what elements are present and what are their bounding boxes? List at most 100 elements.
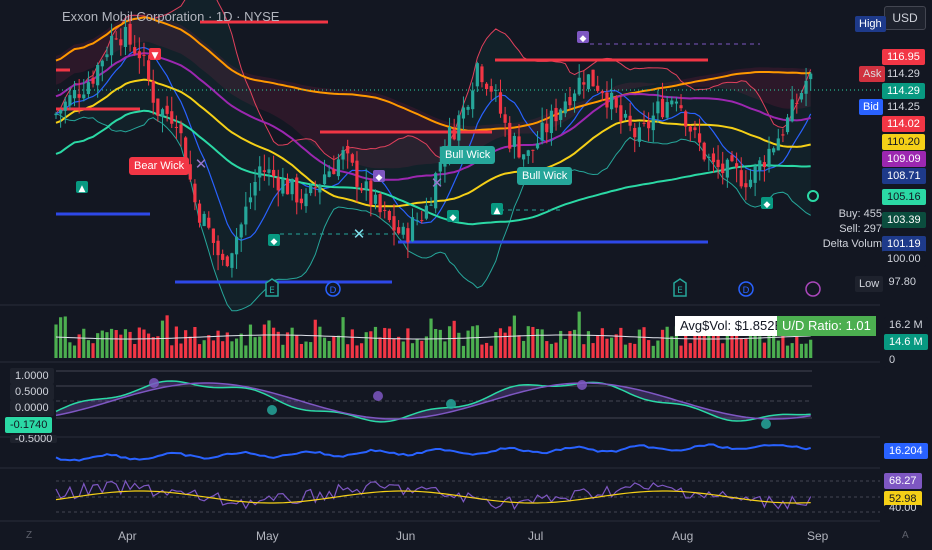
candle-body-147 [735,163,739,168]
volume-bar-91 [475,325,479,358]
volume-bar-106 [545,341,549,358]
candle-body-25 [170,111,174,124]
volume-bar-112 [572,329,577,358]
candle-body-162 [804,80,808,94]
volume-bar-47 [272,327,276,358]
volume-bar-158 [785,345,790,358]
volume-bar-45 [262,324,266,358]
volume-bar-143 [716,330,720,358]
support-trend-line [55,109,811,226]
candle-body-135 [679,105,683,109]
volume-bar-68 [369,331,373,358]
cross-marker-3: ✕ [431,174,444,192]
buy-marker-2: ▲ [494,206,501,216]
candle-body-82 [434,173,438,209]
volume-bar-46 [267,320,271,358]
rsi-line [55,479,812,511]
osc-signal-line [55,382,811,420]
candle-body-33 [207,217,211,228]
volume-bar-57 [318,326,322,358]
candle-body-17 [133,47,137,54]
volume-bar-16 [128,331,132,358]
ema-purple-line [55,52,811,181]
candle-body-131 [660,98,665,118]
price-axis-label-5: 110.20 [882,134,925,150]
bull-wick-label-2: Bull Wick [517,167,573,185]
candle-body-139 [697,133,702,143]
earnings-event-1-shape [265,278,279,297]
split-event-shape [805,281,821,297]
candle-body-120 [610,92,614,110]
candle-body-91 [475,63,479,87]
candle-body-52 [295,177,299,203]
volume-bar-109 [559,330,563,358]
volume-bar-4 [72,345,77,358]
candle-body-132 [665,102,669,118]
volume-bar-133 [670,336,674,358]
candle-body-14 [119,39,123,46]
candle-body-32 [202,213,206,227]
chart-title: Exxon Mobil Corporation · 1D · NYSE [62,9,280,24]
volume-bar-141 [707,330,711,358]
volume-bar-35 [216,330,220,358]
rsi-signal-value: 52.98 [884,491,922,507]
candle-body-0 [54,113,58,116]
volume-bar-89 [466,330,470,358]
volume-bar-25 [170,345,174,358]
signal-marker-1-bg [268,234,280,246]
candle-body-67 [364,181,368,190]
osc-current-value: -0.1740 [5,417,53,433]
volume-bar-162 [804,343,808,358]
auto-scale-icon[interactable]: A [902,530,909,541]
candle-body-72 [387,211,391,221]
candle-body-159 [790,99,794,122]
candle-body-130 [656,101,660,114]
candle-body-98 [508,122,512,149]
candle-body-149 [744,183,748,188]
candle-body-35 [216,240,220,256]
volume-bar-100 [517,335,521,358]
candle-body-113 [577,77,581,95]
volume-bar-82 [434,328,438,358]
candle-body-10 [100,60,104,67]
zoom-icon[interactable]: Z [26,530,33,541]
candle-body-116 [591,69,595,87]
volume-bar-23 [160,320,165,358]
candle-body-142 [711,153,716,163]
signal-marker-4: ◆ [376,173,383,183]
volume-bar-60 [332,336,336,358]
volume-axis-current: 14.6 M [884,334,928,350]
signal-marker-3: ◆ [764,200,771,210]
candle-body-126 [637,127,641,142]
volume-bar-136 [684,327,688,358]
candle-body-22 [156,98,160,116]
volume-bar-43 [253,337,257,358]
candle-body-108 [554,107,558,122]
candle-body-151 [753,165,757,183]
volume-bar-38 [230,341,234,358]
volume-bar-123 [623,344,628,358]
candle-body-105 [540,122,544,141]
volume-bar-153 [762,342,766,358]
sell-marker-1-bg [149,48,161,60]
volume-bar-0 [54,324,58,358]
candle-body-64 [350,154,354,163]
candle-body-4 [72,90,77,99]
bear-wick-label: Bear Wick [129,157,190,175]
candle-body-29 [188,164,192,180]
candle-body-93 [484,83,489,90]
candle-body-41 [244,206,248,225]
volume-bar-75 [401,341,405,358]
volume-bar-105 [540,329,544,358]
rsi-signal-line [55,490,811,504]
candle-body-75 [401,226,405,235]
currency-selector[interactable]: USD [884,6,926,30]
candle-body-16 [128,23,132,45]
volume-bar-122 [619,327,623,358]
volume-bar-121 [614,334,618,358]
candle-body-77 [410,217,415,242]
candle-body-45 [262,170,266,172]
last-price-marker [807,190,819,202]
candle-body-76 [406,228,410,243]
